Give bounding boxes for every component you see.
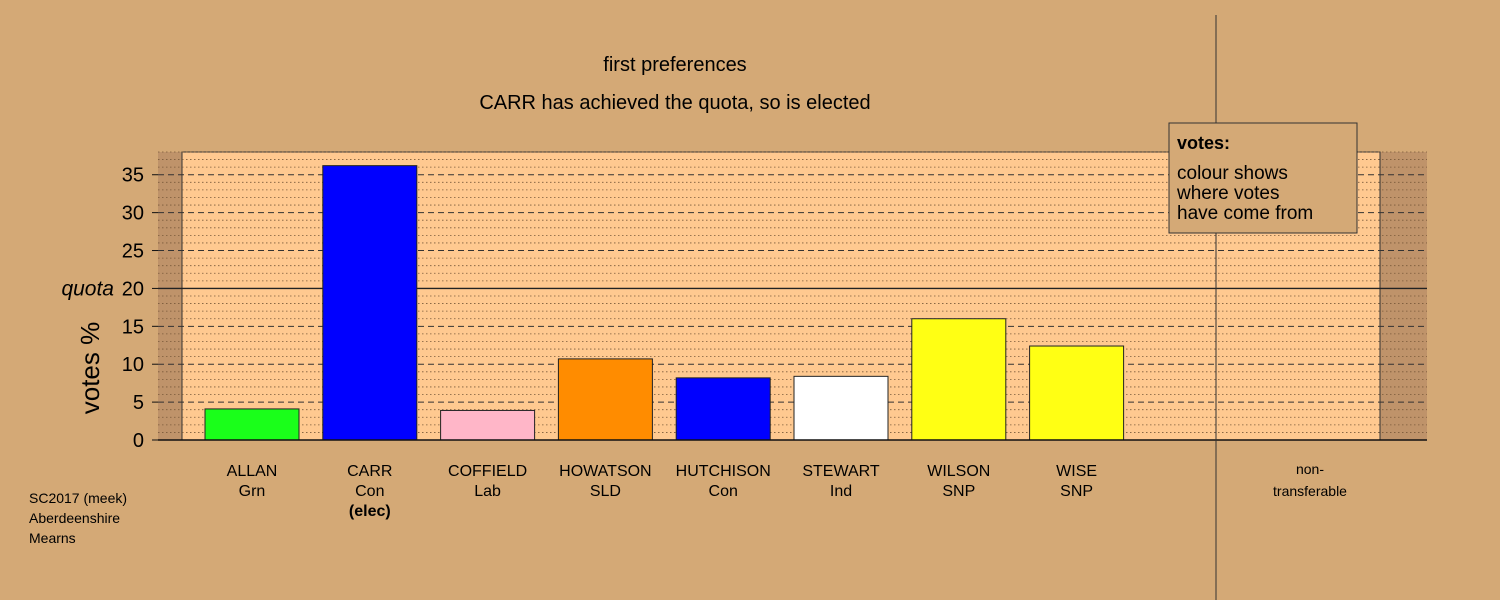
legend-box bbox=[1168, 122, 1358, 234]
bar-carr bbox=[322, 165, 418, 441]
bars-group bbox=[204, 165, 1125, 441]
chart-subtitle: CARR has achieved the quota, so is elect… bbox=[479, 92, 870, 114]
y-tick-label: 25 bbox=[122, 241, 144, 263]
bar-allan bbox=[204, 408, 300, 441]
candidate-party: SNP bbox=[942, 483, 975, 500]
legend-line-1: colour shows bbox=[1177, 163, 1288, 184]
footer-note: SC2017 (meek) Aberdeenshire Mearns bbox=[29, 490, 127, 546]
bar-coffield bbox=[440, 409, 536, 441]
y-tick-label: 5 bbox=[133, 392, 144, 414]
candidate-party: Lab bbox=[474, 483, 501, 500]
bar-stewart bbox=[793, 375, 889, 441]
candidate-name: CARR bbox=[347, 463, 392, 480]
candidate-party: Con bbox=[709, 483, 738, 500]
bar-wilson bbox=[911, 318, 1007, 441]
candidate-note: (elec) bbox=[349, 503, 391, 520]
y-tick-label: 20 bbox=[122, 278, 144, 300]
candidate-party: Con bbox=[355, 483, 384, 500]
nontransferable-label-2: transferable bbox=[1273, 483, 1347, 499]
bar-howatson bbox=[557, 358, 653, 441]
candidate-party: SLD bbox=[590, 483, 621, 500]
legend-line-3: have come from bbox=[1177, 203, 1313, 224]
candidate-party: SNP bbox=[1060, 483, 1093, 500]
candidate-name: WILSON bbox=[927, 463, 990, 480]
y-tick-label: 35 bbox=[122, 165, 144, 187]
legend-line-2: where votes bbox=[1176, 183, 1279, 204]
candidate-name: HUTCHISON bbox=[676, 463, 771, 480]
bar-wise bbox=[1029, 345, 1125, 441]
legend: votes: colour shows where votes have com… bbox=[1168, 122, 1358, 234]
y-axis-label: votes % bbox=[75, 322, 105, 415]
candidate-name: WISE bbox=[1056, 463, 1097, 480]
footer-line-1: SC2017 (meek) bbox=[29, 490, 127, 506]
y-tick-label: 0 bbox=[133, 430, 144, 452]
chart-title: first preferences bbox=[603, 54, 746, 76]
axis-group: ALLAN Grn CARR Con (elec) COFFIELD Lab HOWATSON… bbox=[61, 15, 1427, 600]
y-tick-label: 10 bbox=[122, 354, 144, 376]
candidate-party: Ind bbox=[830, 483, 852, 500]
candidate-name: COFFIELD bbox=[448, 463, 527, 480]
candidate-name: STEWART bbox=[802, 463, 880, 480]
bar-hutchison bbox=[675, 377, 771, 441]
footer-line-3: Mearns bbox=[29, 530, 76, 546]
y-tick-label: 30 bbox=[122, 203, 144, 225]
nontransferable-label-1: non- bbox=[1296, 461, 1324, 477]
candidate-name: HOWATSON bbox=[559, 463, 651, 480]
quota-label: quota bbox=[61, 277, 114, 300]
footer-line-2: Aberdeenshire bbox=[29, 510, 120, 526]
legend-title: votes: bbox=[1177, 133, 1230, 153]
candidate-party: Grn bbox=[239, 483, 266, 500]
candidate-name: ALLAN bbox=[227, 463, 278, 480]
y-tick-label: 15 bbox=[122, 316, 144, 338]
